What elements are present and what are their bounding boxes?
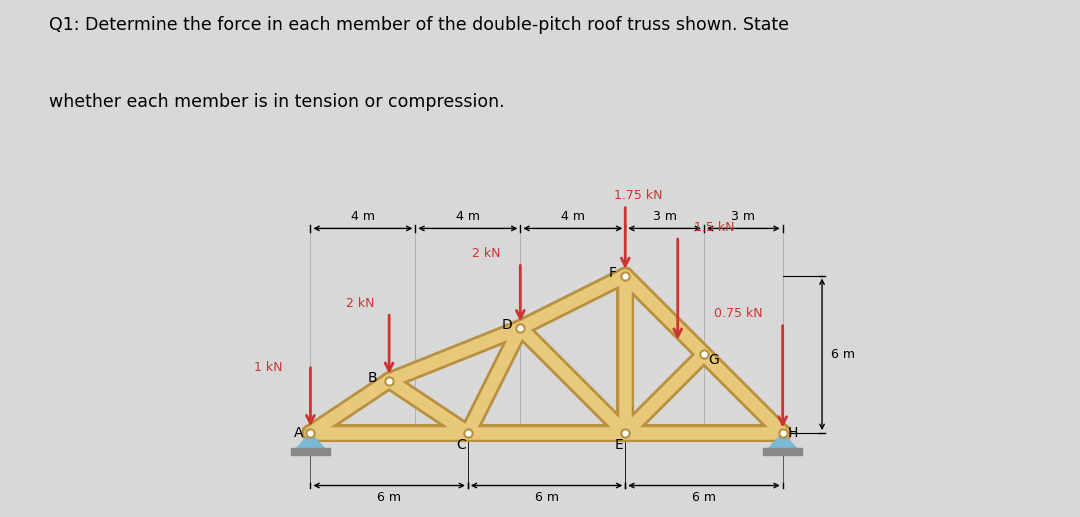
Text: 6 m: 6 m <box>377 491 401 504</box>
Text: H: H <box>788 426 798 440</box>
Text: 2 kN: 2 kN <box>346 297 375 310</box>
Text: 6 m: 6 m <box>692 491 716 504</box>
Text: 1 kN: 1 kN <box>254 361 283 374</box>
Bar <box>762 448 802 455</box>
Text: 3 m: 3 m <box>731 209 755 223</box>
Text: B: B <box>367 371 377 385</box>
Text: whether each member is in tension or compression.: whether each member is in tension or com… <box>49 93 504 111</box>
Text: C: C <box>457 438 467 452</box>
Polygon shape <box>296 433 325 449</box>
Text: 4 m: 4 m <box>456 209 480 223</box>
Text: G: G <box>707 353 718 367</box>
Text: D: D <box>502 318 513 332</box>
Bar <box>291 448 330 455</box>
Text: 3 m: 3 m <box>652 209 677 223</box>
Text: Q1: Determine the force in each member of the double-pitch roof truss shown. Sta: Q1: Determine the force in each member o… <box>49 16 788 34</box>
Text: 6 m: 6 m <box>832 348 855 361</box>
Text: 1.5 kN: 1.5 kN <box>694 221 734 234</box>
Text: 4 m: 4 m <box>561 209 584 223</box>
Text: 1.75 kN: 1.75 kN <box>615 189 663 202</box>
Polygon shape <box>768 433 797 449</box>
Text: A: A <box>294 426 303 440</box>
Text: F: F <box>608 266 617 280</box>
Text: 4 m: 4 m <box>351 209 375 223</box>
Text: 0.75 kN: 0.75 kN <box>714 307 762 320</box>
Text: 6 m: 6 m <box>535 491 558 504</box>
Text: 2 kN: 2 kN <box>472 247 500 260</box>
Text: E: E <box>615 438 623 452</box>
